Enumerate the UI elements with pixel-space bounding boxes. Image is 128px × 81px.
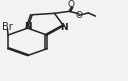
Text: Br: Br xyxy=(2,22,13,32)
Text: N: N xyxy=(24,22,32,31)
Text: O: O xyxy=(76,11,83,20)
Text: N: N xyxy=(60,23,68,32)
Text: O: O xyxy=(68,0,75,9)
